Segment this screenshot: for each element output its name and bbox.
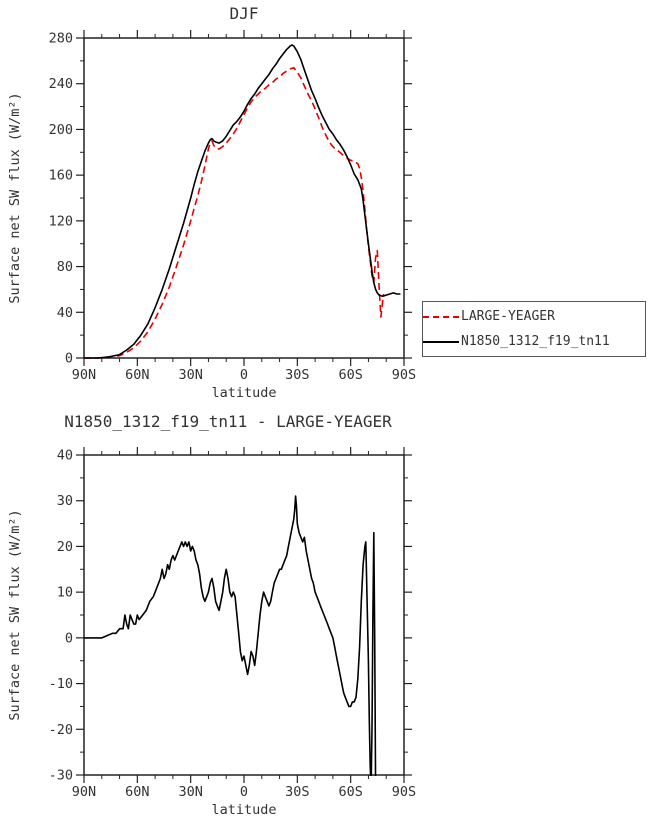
legend-row-large-yeager: LARGE-YEAGER	[423, 305, 645, 329]
y-tick-label: 0	[65, 351, 73, 367]
x-tick-label: 90S	[392, 784, 416, 800]
bottom-chart-title: N1850_1312_f19_tn11 - LARGE-YEAGER	[64, 412, 392, 431]
plot-frame	[83, 37, 405, 359]
legend-label-n1850: N1850_1312_f19_tn11	[461, 334, 610, 349]
x-tick-label: 90N	[72, 784, 96, 800]
y-tick-label: -30	[49, 768, 73, 784]
x-tick-label: 90S	[392, 367, 416, 383]
legend-solid-line-sample	[423, 340, 459, 343]
y-tick-label: 10	[57, 585, 73, 601]
top-chart-x-axis-label: latitude	[211, 385, 277, 401]
y-tick-label: -10	[49, 676, 73, 692]
x-tick-label: 60S	[338, 367, 362, 383]
x-tick-label: 90N	[72, 367, 96, 383]
top-chart-plot: 90N 60N 30N 0 30S 60S 90S 0 40 80 120 160 200 240 280	[49, 30, 416, 383]
legend-dashed-line-sample	[423, 315, 459, 318]
y-tick-label: 280	[49, 31, 73, 47]
y-tick-label: 120	[49, 213, 73, 229]
x-tick-label: 0	[240, 367, 248, 383]
x-tick-label: 30S	[285, 367, 309, 383]
y-tick-label: 80	[57, 259, 73, 275]
x-tick-label: 60N	[125, 784, 149, 800]
y-tick-label: 30	[57, 493, 73, 509]
y-tick-label: 20	[57, 539, 73, 555]
x-tick-label: 60N	[125, 367, 149, 383]
legend: LARGE-YEAGER N1850_1312_f19_tn11	[422, 301, 646, 357]
y-tick-label: -20	[49, 722, 73, 738]
y-tick-label: 40	[57, 448, 73, 464]
legend-label-large-yeager: LARGE-YEAGER	[461, 309, 555, 324]
bottom-chart-plot: 90N 60N 30N 0 30S 60S 90S -30 -20 -10 0 10 20 30 40	[49, 447, 416, 800]
bottom-chart-x-axis-label: latitude	[211, 802, 277, 818]
x-tick-label: 30N	[178, 784, 202, 800]
x-tick-label: 30N	[178, 367, 202, 383]
series-line-large-yeager	[84, 66, 385, 359]
y-tick-label: 200	[49, 122, 73, 138]
y-tick-label: 40	[57, 305, 73, 321]
x-tick-label: 60S	[338, 784, 362, 800]
plot-frame	[83, 454, 405, 776]
series-line-n1850-1312-f19-tn11	[84, 44, 401, 359]
y-tick-label: 160	[49, 168, 73, 184]
legend-row-n1850: N1850_1312_f19_tn11	[423, 330, 645, 354]
x-tick-label: 30S	[285, 784, 309, 800]
y-tick-label: 240	[49, 76, 73, 92]
y-tick-label: 0	[65, 630, 73, 646]
x-tick-label: 0	[240, 784, 248, 800]
series-line-difference	[84, 495, 377, 776]
top-chart-title: DJF	[229, 4, 259, 23]
